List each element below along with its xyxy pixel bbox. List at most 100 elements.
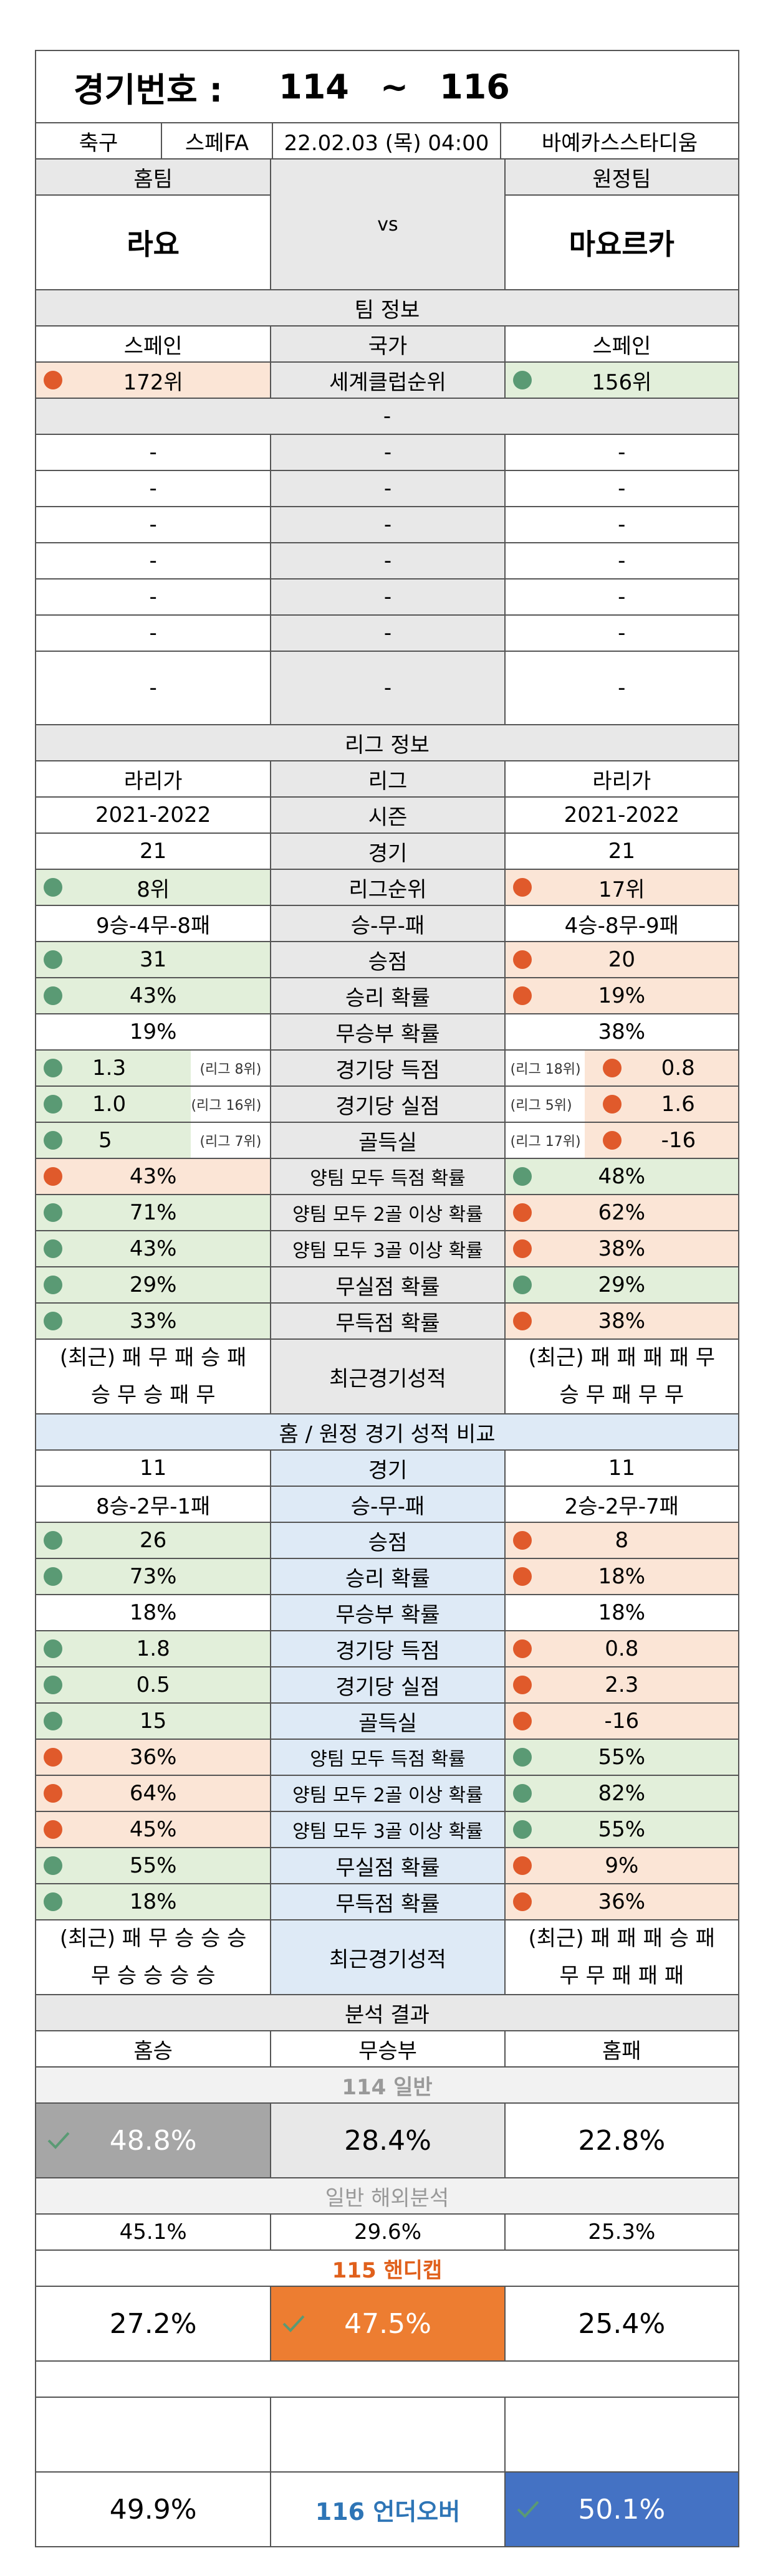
dash-cell: -	[504, 435, 738, 470]
away-cs: 9%	[605, 1853, 639, 1878]
league-code: 스페FA	[161, 123, 272, 158]
cs-label: 무실점 확률	[270, 1848, 504, 1883]
status-dot	[602, 1095, 622, 1114]
empty-row: ---	[35, 507, 739, 543]
both3-row: 43% 양팀 모두 3골 이상 확률 38%	[35, 1231, 739, 1267]
away-fts: 38%	[598, 1309, 646, 1333]
home-fts-cell: 18%	[36, 1884, 271, 1919]
ha-cs-row: 55% 무실점 확률 9%	[35, 1848, 739, 1884]
home-drawp: 19%	[129, 1019, 177, 1044]
away-b3-cell: 38%	[504, 1231, 738, 1266]
section-home-away: 홈 / 원정 경기 성적 비교	[35, 1414, 739, 1451]
home-btts: 36%	[129, 1745, 177, 1770]
drawp-label: 무승부 확률	[270, 1595, 504, 1630]
away-games: 21	[504, 834, 738, 869]
status-dot	[602, 1059, 622, 1077]
away-gf: 0.8	[605, 1636, 639, 1661]
status-dot	[44, 1167, 62, 1186]
section-title: 분석 결과	[345, 2002, 430, 2028]
title-row: 경기번호 : 114 ~ 116	[35, 50, 739, 123]
country-label: 국가	[270, 327, 504, 361]
section-title: 리그 정보	[345, 732, 430, 758]
home-cs: 29%	[129, 1272, 177, 1297]
status-dot	[512, 1203, 532, 1222]
section-analysis: 분석 결과	[35, 1995, 739, 2031]
game-number-from: 114	[279, 67, 349, 107]
status-dot	[44, 986, 62, 1005]
status-dot	[44, 1676, 62, 1694]
season-row: 2021-2022 시즌 2021-2022	[35, 798, 739, 834]
away-season: 2021-2022	[504, 798, 738, 832]
status-dot	[512, 878, 532, 897]
ga-label: 경기당 실점	[270, 1087, 504, 1122]
normal-title: 114 일반	[342, 2074, 433, 2100]
home-season: 2021-2022	[95, 803, 211, 828]
away-ga-cell: (리그 5위) 1.6	[504, 1087, 738, 1122]
status-dot	[512, 1167, 532, 1186]
home-fts: 33%	[129, 1309, 177, 1333]
home-fts-cell: 33%	[36, 1304, 271, 1338]
col-home-win: 홈승	[133, 2038, 173, 2064]
away-recent-line1: (최근) 패 패 패 승 패	[528, 1926, 716, 1951]
away-winp-cell: 19%	[504, 978, 738, 1013]
away-winp: 19%	[598, 983, 646, 1008]
dash-cell: -	[504, 507, 738, 542]
blank-cell	[270, 2398, 504, 2471]
home-team-cell: 홈팀 라요	[36, 160, 271, 289]
b3-label: 양팀 모두 3골 이상 확률	[270, 1812, 504, 1847]
status-dot	[44, 1312, 62, 1330]
blank-cell	[36, 2362, 738, 2397]
away-b3-cell: 55%	[504, 1812, 738, 1847]
status-dot	[44, 878, 62, 897]
handicap-home-value: 27.2%	[109, 2307, 197, 2340]
winp-label: 승리 확률	[270, 1559, 504, 1594]
blank-row	[35, 2362, 739, 2398]
home-gf: 1.8	[136, 1636, 170, 1661]
ha-wdl-row: 8승-2무-1패 승-무-패 2승-2무-7패	[35, 1487, 739, 1523]
status-dot	[44, 1095, 62, 1114]
dash-cell: -	[504, 616, 738, 651]
away-drawp: 18%	[504, 1595, 738, 1630]
home-btts-cell: 43%	[36, 1159, 271, 1194]
status-dot	[512, 1748, 532, 1767]
recent-label: 최근경기성적	[270, 1340, 504, 1413]
sport: 축구	[79, 130, 118, 156]
wdl-label: 승-무-패	[270, 906, 504, 941]
vs-label: vs	[270, 160, 504, 289]
home-team-label: 홈팀	[36, 160, 271, 196]
status-dot	[44, 1276, 62, 1294]
ha-btts-row: 36% 양팀 모두 득점 확률 55%	[35, 1740, 739, 1776]
status-dot	[512, 950, 532, 969]
home-league: 라리가	[123, 768, 183, 794]
home-cs-cell: 55%	[36, 1848, 271, 1883]
status-dot	[44, 1784, 62, 1803]
status-dot	[44, 1748, 62, 1767]
match-sheet: 경기번호 : 114 ~ 116 축구 스페FA 22.02.03 (목) 04…	[35, 50, 739, 2547]
status-dot	[512, 1856, 532, 1875]
empty-row: ---	[35, 471, 739, 507]
dash-cell: -	[383, 404, 391, 429]
away-b2-cell: 62%	[504, 1195, 738, 1230]
home-points: 26	[140, 1528, 167, 1553]
home-country: 스페인	[123, 333, 183, 359]
home-team-name: 라요	[127, 227, 180, 261]
home-b2: 64%	[129, 1781, 177, 1806]
teams-row: 홈팀 라요 vs 원정팀 마요르카	[35, 160, 739, 290]
status-dot	[44, 1639, 62, 1658]
away-gd: -16	[604, 1709, 640, 1734]
status-dot	[44, 1239, 62, 1258]
cs-label: 무실점 확률	[270, 1267, 504, 1302]
game-number-tilde: ~	[380, 67, 409, 107]
fts-label: 무득점 확률	[270, 1304, 504, 1338]
status-dot	[44, 1567, 62, 1586]
check-icon	[517, 2501, 539, 2518]
wdl-label: 승-무-패	[270, 1487, 504, 1522]
normal-draw-value: 28.4%	[270, 2104, 504, 2177]
b2-label: 양팀 모두 2골 이상 확률	[270, 1195, 504, 1230]
dash-cell: -	[149, 584, 157, 609]
dash-cell: -	[504, 580, 738, 614]
away-ga: 2.3	[605, 1672, 639, 1697]
home-b2-cell: 71%	[36, 1195, 271, 1230]
